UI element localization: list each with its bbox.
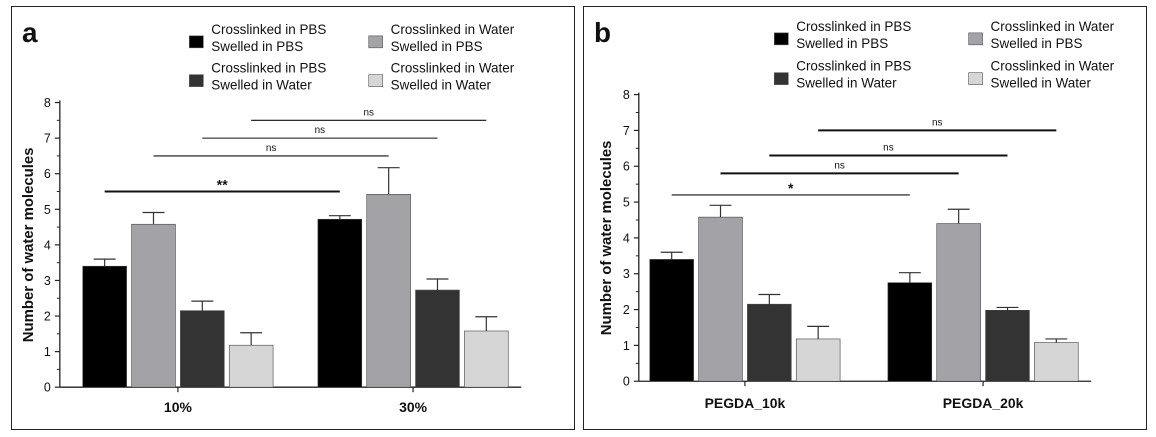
chart-b-y-tick-label: 1 [623,339,630,353]
chart-a-y-tick-label: 5 [44,203,51,217]
chart-b-y-tick-label: 7 [623,124,630,138]
chart-b-significance-label: ns [932,117,943,128]
chart-a-y-tick-label: 1 [44,345,51,359]
chart-b-bar [795,338,841,382]
chart-a-legend-label: Crosslinked in PBS [211,22,326,37]
chart-panel-a: a Crosslinked in PBS Swelled in PBS Crossli… [11,6,575,430]
chart-a-legend-label: Crosslinked in PBS [211,61,326,76]
chart-a-y-tick-label: 7 [44,132,51,146]
chart-a-bar [464,330,509,388]
chart-a-y-tick-label: 3 [44,274,51,288]
chart-a-y-tick-label: 2 [44,310,51,324]
chart-b-category-label: PEGDA_20k [943,395,1024,411]
chart-a-significance-label: ns [266,143,277,154]
chart-panel-b: b Crosslinked in PBS Swelled in PBS Crossli… [583,6,1147,430]
chart-b-legend-swatch [968,32,983,46]
chart-b-legend-label: Crosslinked in Water [991,59,1115,74]
chart-b-bar [1034,342,1079,382]
chart-a-y-tick-label: 8 [44,96,51,110]
chart-a-legend-label: Crosslinked in Water [391,61,515,76]
chart-b-y-tick-label: 4 [623,231,630,245]
chart-b-y-tick-label: 3 [623,267,630,281]
chart-a-legend-swatch [189,35,204,49]
chart-a-bar [366,194,411,388]
chart-a-significance-label: ns [315,125,326,136]
chart-a-svg: a Crosslinked in PBS Swelled in PBS Crossli… [20,17,522,415]
chart-b-legend-swatch [774,72,789,85]
chart-b-y-tick-label: 6 [623,160,630,174]
chart-b-y-tick-label: 0 [623,375,630,389]
chart-b-bar [698,216,743,382]
chart-a-significance-label: ns [363,107,374,118]
chart-b-legend-label: Crosslinked in PBS [796,59,911,74]
chart-b-y-tick-label: 2 [623,303,630,317]
chart-a-bar [317,218,363,388]
chart-b-bar [649,259,694,382]
chart-b-bar [887,282,933,382]
chart-b-y-tick-label: 5 [623,196,630,210]
chart-b-significance-label: ns [883,143,894,154]
chart-a-legend-label: Swelled in Water [391,78,492,93]
chart-a-bar [180,310,225,388]
chart-a-panel-label: a [22,17,38,48]
chart-b-svg: b Crosslinked in PBS Swelled in PBS Crossli… [594,17,1115,411]
chart-b-y-axis-label: Number of water molecules [598,141,615,336]
chart-a-bar [82,265,127,388]
chart-b-legend-label: Swelled in PBS [796,36,888,51]
chart-b-panel-label: b [594,17,611,48]
chart-b-bar [936,223,981,382]
chart-b-y-tick-label: 8 [623,88,630,102]
chart-b-bar [747,303,792,382]
chart-a-y-tick-label: 0 [44,381,51,395]
chart-a-bar [131,223,176,388]
chart-a-category-label: 30% [399,399,428,415]
chart-b-legend-label: Swelled in Water [991,76,1092,91]
chart-b-legend-label: Crosslinked in Water [991,19,1115,34]
chart-b-legend-swatch [968,72,983,85]
chart-b-significance-label: ns [834,160,845,171]
chart-a-legend-swatch [189,74,204,87]
chart-a-legend-label: Swelled in Water [211,78,312,93]
chart-a-bar [228,344,274,388]
chart-a-legend-swatch [368,74,383,87]
chart-a-bar [415,289,460,388]
chart-a-y-tick-label: 6 [44,167,51,181]
chart-b-category-label: PEGDA_10k [705,395,786,411]
chart-b-legend-swatch [774,32,789,46]
chart-b-bar [985,309,1030,382]
chart-a-y-axis-label: Number of water molecules [20,147,37,342]
chart-a-legend-label: Crosslinked in Water [391,22,515,37]
chart-a-legend-label: Swelled in PBS [211,39,303,54]
chart-a-legend-swatch [368,35,383,49]
chart-b-legend-label: Swelled in Water [796,76,897,91]
chart-a-y-tick-label: 4 [44,238,51,252]
chart-a-legend-label: Swelled in PBS [391,39,483,54]
chart-b-significance-label: * [788,180,794,196]
chart-a-category-label: 10% [164,399,193,415]
chart-b-legend-label: Crosslinked in PBS [796,19,911,34]
chart-a-significance-label: ** [217,177,228,193]
chart-b-legend-label: Swelled in PBS [991,36,1083,51]
